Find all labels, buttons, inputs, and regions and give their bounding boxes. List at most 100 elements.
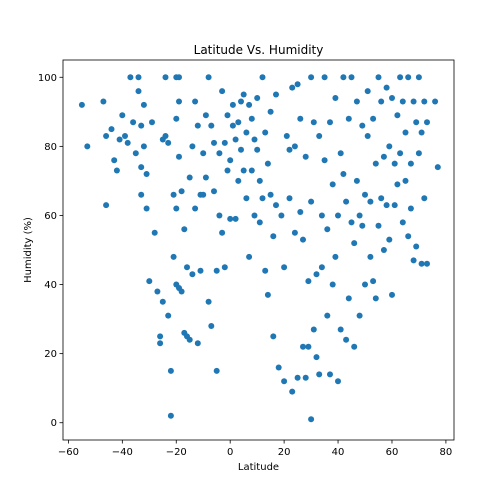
data-point	[159, 298, 166, 305]
data-point	[318, 264, 325, 271]
data-point	[407, 205, 414, 212]
data-point	[308, 74, 315, 81]
data-point	[264, 160, 271, 167]
data-point	[335, 378, 341, 385]
data-point	[359, 222, 366, 229]
x-tick-label: 80	[440, 447, 453, 458]
data-point	[132, 150, 139, 157]
data-point	[337, 150, 344, 157]
data-point	[216, 212, 223, 219]
data-point	[386, 143, 393, 150]
data-point	[397, 74, 404, 81]
data-point	[391, 160, 398, 167]
data-point	[140, 143, 147, 150]
data-point	[208, 323, 215, 329]
x-tick-label: −20	[166, 447, 187, 458]
chart-title: Latitude Vs. Humidity	[194, 43, 324, 57]
data-point	[235, 119, 242, 126]
data-point	[135, 74, 142, 81]
data-point	[224, 167, 231, 174]
data-point	[340, 171, 347, 177]
data-point	[211, 139, 217, 146]
data-point	[434, 164, 441, 171]
data-point	[289, 388, 296, 395]
data-point	[186, 174, 193, 181]
data-point	[380, 153, 387, 160]
data-point	[353, 177, 360, 184]
data-point	[362, 191, 368, 198]
data-point	[103, 202, 110, 209]
data-point	[213, 367, 220, 374]
data-point	[405, 233, 412, 240]
data-point	[329, 181, 336, 188]
x-axis-label: Latitude	[238, 462, 279, 473]
data-point	[302, 153, 309, 160]
data-point	[254, 146, 261, 153]
data-point	[124, 139, 131, 146]
data-point	[267, 191, 274, 198]
y-tick-label: 0	[51, 418, 57, 429]
data-point	[165, 312, 172, 319]
data-point	[229, 122, 236, 129]
data-point	[176, 74, 182, 81]
data-point	[157, 333, 164, 340]
data-point	[407, 160, 414, 167]
data-point	[259, 74, 266, 81]
data-point	[286, 146, 293, 153]
data-point	[297, 209, 304, 215]
data-point	[397, 150, 404, 157]
data-point	[308, 416, 315, 423]
data-point	[270, 333, 277, 340]
data-point	[367, 253, 374, 260]
data-point	[278, 212, 285, 219]
data-point	[343, 336, 350, 343]
data-point	[364, 133, 371, 139]
data-point	[348, 219, 355, 226]
data-point	[351, 240, 358, 247]
data-point	[310, 326, 317, 333]
data-point	[289, 84, 296, 91]
data-point	[176, 98, 182, 105]
data-point	[127, 74, 134, 81]
data-point	[211, 188, 217, 195]
data-point	[348, 74, 355, 81]
data-point	[332, 95, 339, 101]
data-point	[162, 74, 169, 81]
data-point	[219, 88, 226, 95]
data-point	[364, 88, 371, 95]
data-point	[372, 160, 379, 167]
y-axis-ticks: 0 20 40 60 80 100	[38, 73, 63, 429]
data-point	[424, 119, 430, 126]
x-tick-label: −40	[112, 447, 133, 458]
data-point	[248, 115, 255, 122]
data-point	[202, 112, 209, 119]
data-point	[413, 119, 420, 126]
data-point	[200, 150, 207, 157]
data-point	[383, 84, 390, 91]
data-point	[270, 233, 277, 240]
y-axis-label: Humidity (%)	[23, 217, 34, 283]
data-point	[246, 253, 253, 260]
data-point	[359, 122, 366, 129]
data-point	[402, 129, 409, 136]
data-point	[227, 157, 234, 164]
data-point	[337, 326, 344, 333]
data-point	[202, 174, 209, 181]
data-point	[386, 236, 393, 243]
data-point	[300, 343, 306, 350]
data-point	[235, 177, 242, 184]
data-point	[248, 167, 255, 174]
data-point	[111, 157, 118, 164]
plot-frame	[62, 59, 455, 441]
data-point	[240, 91, 247, 98]
y-tick-label: 60	[44, 211, 57, 222]
data-point	[165, 139, 172, 146]
data-point	[138, 191, 145, 198]
data-point	[151, 229, 158, 236]
data-point	[410, 257, 417, 264]
data-point	[213, 267, 220, 274]
data-point	[432, 98, 439, 105]
data-point	[362, 281, 368, 288]
data-point	[415, 150, 422, 157]
data-point	[353, 98, 360, 105]
